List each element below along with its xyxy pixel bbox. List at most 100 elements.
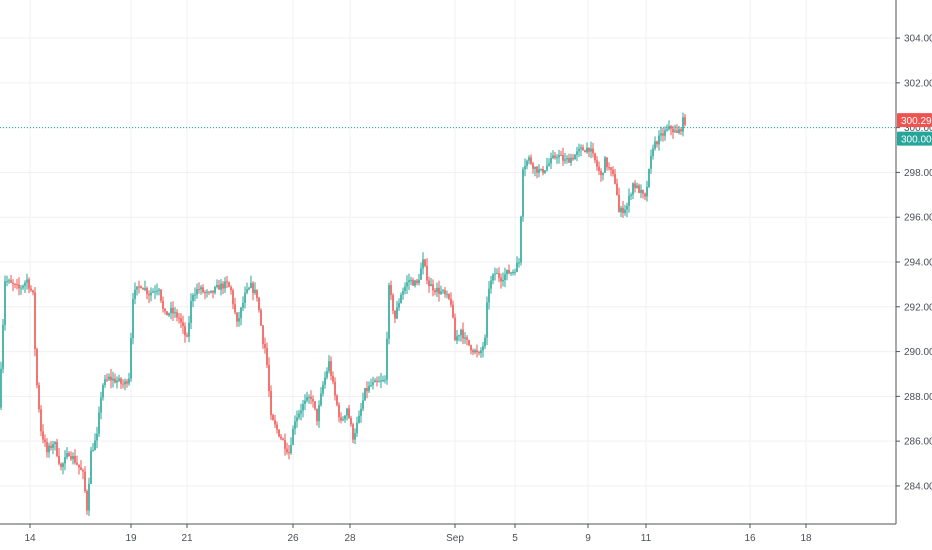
candle-body[interactable]	[594, 153, 596, 161]
candle-body[interactable]	[296, 417, 298, 422]
candle-body[interactable]	[418, 279, 420, 284]
candle-body[interactable]	[364, 388, 366, 401]
candle-body[interactable]	[76, 462, 78, 465]
candle-body[interactable]	[152, 291, 154, 293]
candle-body[interactable]	[498, 273, 500, 278]
candle-body[interactable]	[22, 285, 24, 288]
candle-body[interactable]	[264, 343, 266, 349]
candle-body[interactable]	[662, 133, 664, 136]
candle-body[interactable]	[90, 450, 92, 484]
candle-body[interactable]	[562, 155, 564, 161]
candle-body[interactable]	[112, 378, 114, 381]
candle-body[interactable]	[406, 282, 408, 287]
candle-body[interactable]	[86, 491, 88, 511]
candle-body[interactable]	[70, 456, 72, 460]
candle-body[interactable]	[0, 368, 2, 408]
candle-body[interactable]	[158, 289, 160, 291]
candle-body[interactable]	[582, 147, 584, 151]
candle-body[interactable]	[142, 288, 144, 290]
candle-body[interactable]	[322, 384, 324, 394]
candle-body[interactable]	[196, 289, 198, 295]
candle-body[interactable]	[428, 280, 430, 287]
candle-body[interactable]	[104, 379, 106, 385]
candle-body[interactable]	[346, 408, 348, 416]
candle-body[interactable]	[182, 322, 184, 327]
candle-body[interactable]	[206, 291, 208, 293]
candle-body[interactable]	[634, 183, 636, 188]
candle-body[interactable]	[368, 385, 370, 392]
candle-body[interactable]	[614, 174, 616, 184]
candle-body[interactable]	[8, 280, 10, 282]
candle-body[interactable]	[588, 147, 590, 152]
candle-body[interactable]	[412, 279, 414, 286]
candle-body[interactable]	[482, 346, 484, 351]
candle-body[interactable]	[280, 436, 282, 439]
candle-body[interactable]	[286, 448, 288, 453]
candle-body[interactable]	[478, 352, 480, 354]
candle-body[interactable]	[252, 283, 254, 293]
candle-body[interactable]	[444, 290, 446, 295]
candle-body[interactable]	[544, 170, 546, 173]
candle-body[interactable]	[88, 483, 90, 511]
candle-body[interactable]	[190, 300, 192, 323]
candle-body[interactable]	[416, 280, 418, 284]
candle-body[interactable]	[592, 148, 594, 154]
candle-body[interactable]	[422, 259, 424, 269]
candle-body[interactable]	[120, 378, 122, 384]
candle-body[interactable]	[472, 350, 474, 353]
candle-body[interactable]	[154, 291, 156, 293]
candle-body[interactable]	[666, 129, 668, 131]
candle-body[interactable]	[466, 337, 468, 340]
candle-body[interactable]	[396, 307, 398, 319]
candle-body[interactable]	[334, 381, 336, 396]
candle-body[interactable]	[598, 166, 600, 171]
candle-body[interactable]	[572, 157, 574, 160]
candle-body[interactable]	[528, 157, 530, 161]
candle-body[interactable]	[212, 290, 214, 293]
candle-body[interactable]	[438, 287, 440, 294]
candle-body[interactable]	[430, 284, 432, 287]
candle-body[interactable]	[668, 126, 670, 130]
candle-body[interactable]	[474, 350, 476, 353]
candle-body[interactable]	[160, 289, 162, 301]
candle-body[interactable]	[290, 444, 292, 454]
candle-body[interactable]	[664, 130, 666, 136]
candle-body[interactable]	[114, 378, 116, 383]
candle-body[interactable]	[174, 312, 176, 314]
candle-body[interactable]	[4, 281, 6, 325]
candle-body[interactable]	[42, 431, 44, 440]
candle-body[interactable]	[256, 289, 258, 298]
candle-body[interactable]	[116, 380, 118, 383]
candle-body[interactable]	[166, 311, 168, 316]
candle-body[interactable]	[326, 371, 328, 378]
candle-body[interactable]	[310, 396, 312, 400]
candle-body[interactable]	[558, 155, 560, 158]
candle-body[interactable]	[574, 154, 576, 160]
candle-body[interactable]	[126, 381, 128, 384]
candle-body[interactable]	[340, 417, 342, 421]
candle-body[interactable]	[542, 168, 544, 173]
candle-body[interactable]	[484, 337, 486, 347]
candle-body[interactable]	[342, 419, 344, 421]
candle-body[interactable]	[462, 329, 464, 339]
candle-body[interactable]	[550, 157, 552, 164]
candle-body[interactable]	[348, 408, 350, 419]
candle-body[interactable]	[32, 290, 34, 293]
candle-body[interactable]	[676, 130, 678, 134]
candle-body[interactable]	[268, 364, 270, 391]
candle-body[interactable]	[294, 421, 296, 429]
candle-body[interactable]	[44, 439, 46, 443]
candle-body[interactable]	[68, 453, 70, 457]
candle-body[interactable]	[504, 274, 506, 281]
candle-body[interactable]	[606, 157, 608, 168]
candle-body[interactable]	[138, 286, 140, 288]
candle-body[interactable]	[180, 318, 182, 323]
candle-body[interactable]	[382, 380, 384, 382]
candle-body[interactable]	[10, 280, 12, 283]
candle-body[interactable]	[50, 445, 52, 448]
candle-body[interactable]	[316, 408, 318, 422]
candle-body[interactable]	[424, 259, 426, 266]
candle-body[interactable]	[408, 280, 410, 283]
candle-body[interactable]	[476, 350, 478, 353]
candle-body[interactable]	[620, 207, 622, 213]
